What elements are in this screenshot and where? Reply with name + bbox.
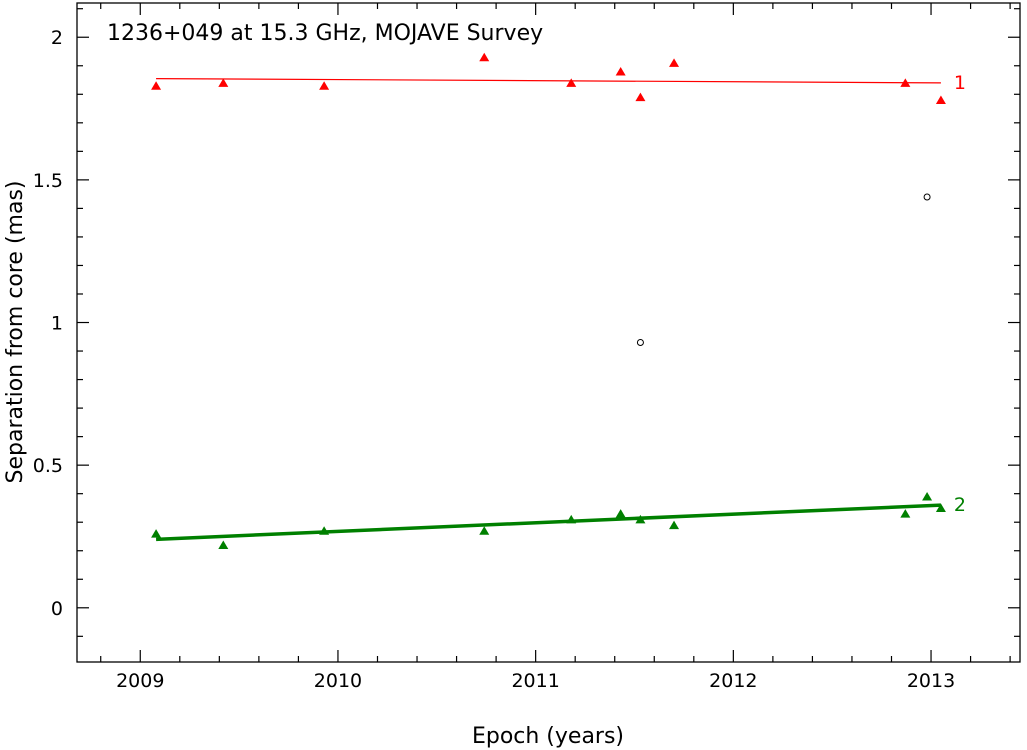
data-point-1: [935, 95, 946, 104]
data-point-2: [669, 520, 680, 530]
data-point-1: [566, 78, 577, 87]
y-tick-label: 0.5: [33, 455, 63, 477]
x-axis-label: Epoch (years): [472, 724, 624, 749]
x-tick-label: 2010: [314, 670, 362, 692]
x-tick-label: 2012: [709, 670, 757, 692]
data-point-2: [566, 514, 577, 524]
data-point-2: [922, 492, 933, 501]
data-point-2: [900, 509, 911, 518]
data-point-1: [479, 52, 490, 62]
data-point-1: [635, 92, 646, 102]
unassigned-point: [636, 338, 644, 346]
y-tick-label: 1: [51, 313, 63, 335]
y-axis-label: Separation from core (mas): [3, 181, 28, 484]
fit-line-2: [156, 503, 941, 542]
data-point-1: [319, 81, 330, 90]
chart-title: 1236+049 at 15.3 GHz, MOJAVE Survey: [107, 21, 543, 46]
data-point-2: [615, 509, 626, 518]
data-point-2: [935, 503, 946, 512]
x-tick-label: 2011: [511, 670, 559, 692]
data-point-2: [479, 526, 490, 535]
series-label-2: 2: [954, 494, 966, 516]
data-point-2: [635, 514, 646, 524]
x-tick-label: 2013: [907, 670, 955, 692]
plot-frame: [76, 2, 1021, 663]
data-point-1: [900, 78, 911, 87]
data-point-1: [218, 78, 229, 87]
y-tick-label: 0: [51, 598, 63, 620]
data-point-2: [151, 529, 162, 538]
data-point-1: [151, 81, 162, 90]
y-tick-label: 2: [51, 27, 63, 49]
y-tick-label: 1.5: [33, 170, 63, 192]
data-point-2: [218, 540, 229, 550]
unassigned-point: [923, 193, 931, 201]
data-point-1: [669, 58, 680, 67]
data-point-1: [615, 66, 626, 76]
data-point-2: [319, 526, 330, 535]
series-label-1: 1: [954, 72, 966, 94]
fit-line-1: [156, 77, 941, 84]
x-tick-label: 2009: [116, 670, 164, 692]
